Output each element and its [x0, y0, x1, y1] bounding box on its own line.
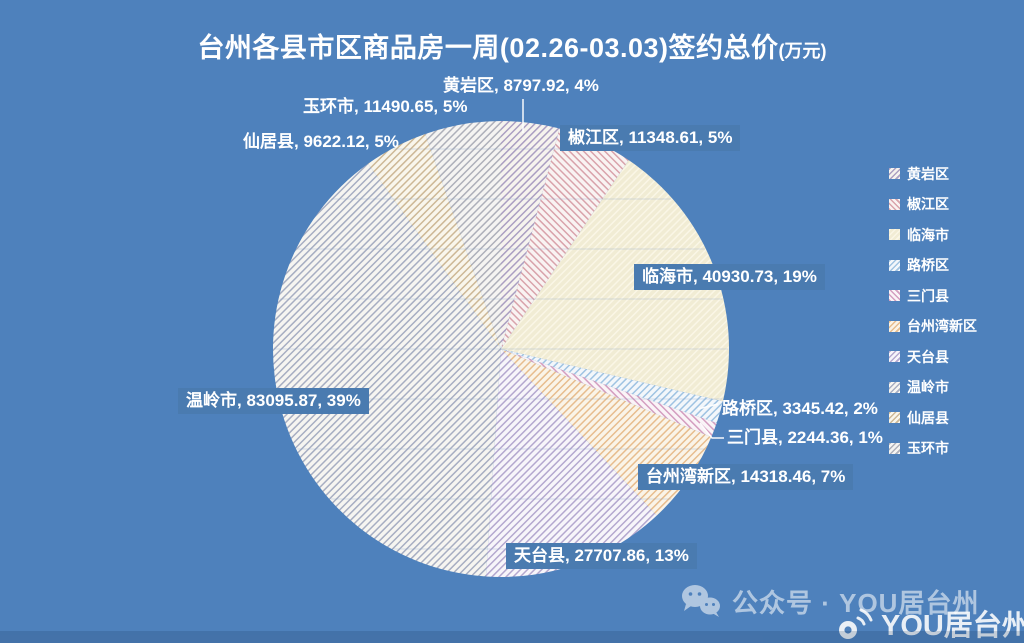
legend-label: 三门县 [907, 287, 949, 304]
legend-swatch [889, 442, 900, 454]
data-label-tiantai: 天台县, 27707.86, 13% [506, 543, 697, 569]
legend-label: 椒江区 [907, 196, 949, 212]
legend-swatch [889, 198, 900, 210]
leader-line-sanmen [699, 422, 724, 439]
data-label-yuhuan: 玉环市, 11490.65, 5% [303, 97, 468, 116]
legend-label: 温岭市 [907, 379, 949, 395]
pie-slice-10 [425, 121, 501, 349]
legend-swatch [889, 168, 900, 179]
wechat-watermark: 公众号 · YOU居台州 [680, 582, 979, 620]
wechat-watermark-text: 公众号 · YOU居台州 [732, 587, 980, 618]
pie-slice-9 [368, 134, 501, 349]
legend-item-6: 台州湾新区 [889, 316, 977, 337]
legend-item-1: 黄岩区 [889, 163, 977, 184]
wechat-icon [682, 585, 720, 617]
leader-line-luqiao [697, 403, 719, 410]
pie-slice-7 [485, 349, 657, 578]
leader-lines [522, 99, 724, 439]
data-label-wenling: 温岭市, 83095.87, 39% [178, 388, 369, 414]
bottom-strip [0, 631, 1024, 643]
data-label-linhai: 临海市, 40930.73, 19% [634, 264, 825, 290]
data-label-sanmen: 三门县, 2244.36, 1% [727, 428, 883, 447]
legend-swatch [889, 290, 900, 301]
data-label-jiaojiang: 椒江区, 11348.61, 5% [560, 125, 741, 151]
legend-label: 路桥区 [907, 257, 949, 273]
data-label-huangyan: 黄岩区, 8797.92, 4% [443, 76, 599, 95]
data-label-taizhouwan: 台州湾新区, 14318.46, 7% [638, 464, 854, 490]
legend-swatch [889, 381, 900, 393]
legend-swatch [889, 259, 900, 271]
pie-slice-8 [272, 163, 501, 577]
pie-slice-2 [501, 128, 629, 349]
weibo-icon [839, 608, 873, 639]
data-label-luqiao: 路桥区, 3345.42, 2% [722, 399, 878, 418]
legend-label: 玉环市 [907, 440, 949, 456]
legend-item-2: 椒江区 [889, 194, 977, 215]
legend-item-5: 三门县 [889, 285, 977, 306]
chart-title-unit: (万元) [778, 41, 827, 61]
legend-swatch [889, 320, 900, 332]
legend-swatch [889, 412, 900, 423]
legend-label: 台州湾新区 [907, 318, 977, 334]
chart-title-text: 台州各县市区商品房一周(02.26-03.03)签约总价 [197, 33, 779, 63]
legend-item-9: 仙居县 [889, 407, 977, 428]
pie-slice-4 [501, 349, 723, 423]
legend-item-10: 玉环市 [889, 438, 977, 459]
legend-label: 仙居县 [907, 409, 949, 426]
data-label-xianju: 仙居县, 9622.12, 5% [243, 132, 399, 151]
legend-item-4: 路桥区 [889, 255, 977, 276]
legend-label: 天台县 [907, 348, 949, 365]
chart-title: 台州各县市区商品房一周(02.26-03.03)签约总价(万元) [0, 26, 1024, 65]
legend-item-7: 天台县 [889, 346, 977, 367]
pie-slice-5 [501, 349, 717, 438]
legend-label: 黄岩区 [907, 165, 949, 182]
legend-swatch [889, 229, 900, 240]
legend-item-3: 临海市 [889, 224, 977, 245]
pie-slice-3 [501, 160, 730, 402]
chart-legend: 黄岩区椒江区临海市路桥区三门县台州湾新区天台县温岭市仙居县玉环市 [889, 163, 977, 459]
pie-slice-1 [501, 120, 560, 349]
legend-label: 临海市 [907, 226, 949, 243]
weibo-watermark: YOU居台州 [833, 602, 1024, 643]
legend-item-8: 温岭市 [889, 377, 977, 398]
pie-slices [272, 120, 730, 578]
legend-swatch [889, 351, 900, 362]
weibo-watermark-text: YOU居台州 [881, 610, 1024, 642]
